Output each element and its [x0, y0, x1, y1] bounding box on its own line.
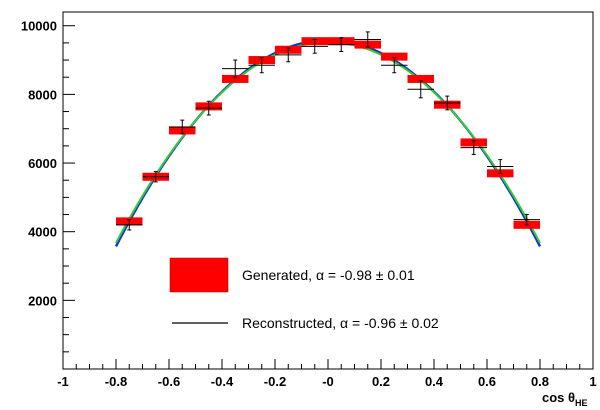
axis-ticks: -1 -0.8 -0.6 -0.4 -0.2 -0 0.2 0.4 0.6 0.8 1 2000 400…: [21, 19, 597, 389]
legend: Generated, α = -0.98 ± 0.01 Reconstructe…: [169, 257, 439, 331]
y-tick-label: 2000: [28, 293, 57, 308]
x-tick-label: 1: [589, 374, 596, 389]
x-tick-label: -0.6: [158, 374, 180, 389]
x-tick-label: -0.8: [105, 374, 127, 389]
y-tick-label: 4000: [28, 225, 57, 240]
y-tick-label: 8000: [28, 87, 57, 102]
generated-bar: [222, 74, 249, 83]
generated-bar: [381, 52, 408, 61]
x-axis-label: cos θHE: [542, 390, 588, 408]
x-tick-label: 0.4: [425, 374, 444, 389]
reconstructed-series: [116, 31, 540, 231]
x-tick-label: 0.2: [372, 374, 390, 389]
generated-bar: [407, 74, 434, 83]
x-tick-label: -1: [57, 374, 69, 389]
legend-generated-label: Generated, α = -0.98 ± 0.01: [242, 267, 415, 283]
plot-frame: [62, 11, 594, 370]
y-tick-label: 10000: [21, 19, 57, 34]
x-tick-label: 0.8: [531, 374, 549, 389]
legend-reconstructed-label: Reconstructed, α = -0.96 ± 0.02: [242, 315, 439, 331]
x-tick-label: -0: [322, 374, 334, 389]
y-tick-label: 6000: [28, 156, 57, 171]
legend-generated-marker: [169, 257, 229, 293]
x-tick-label: 0.6: [478, 374, 496, 389]
x-tick-label: -0.2: [264, 374, 286, 389]
x-tick-label: -0.4: [211, 374, 234, 389]
